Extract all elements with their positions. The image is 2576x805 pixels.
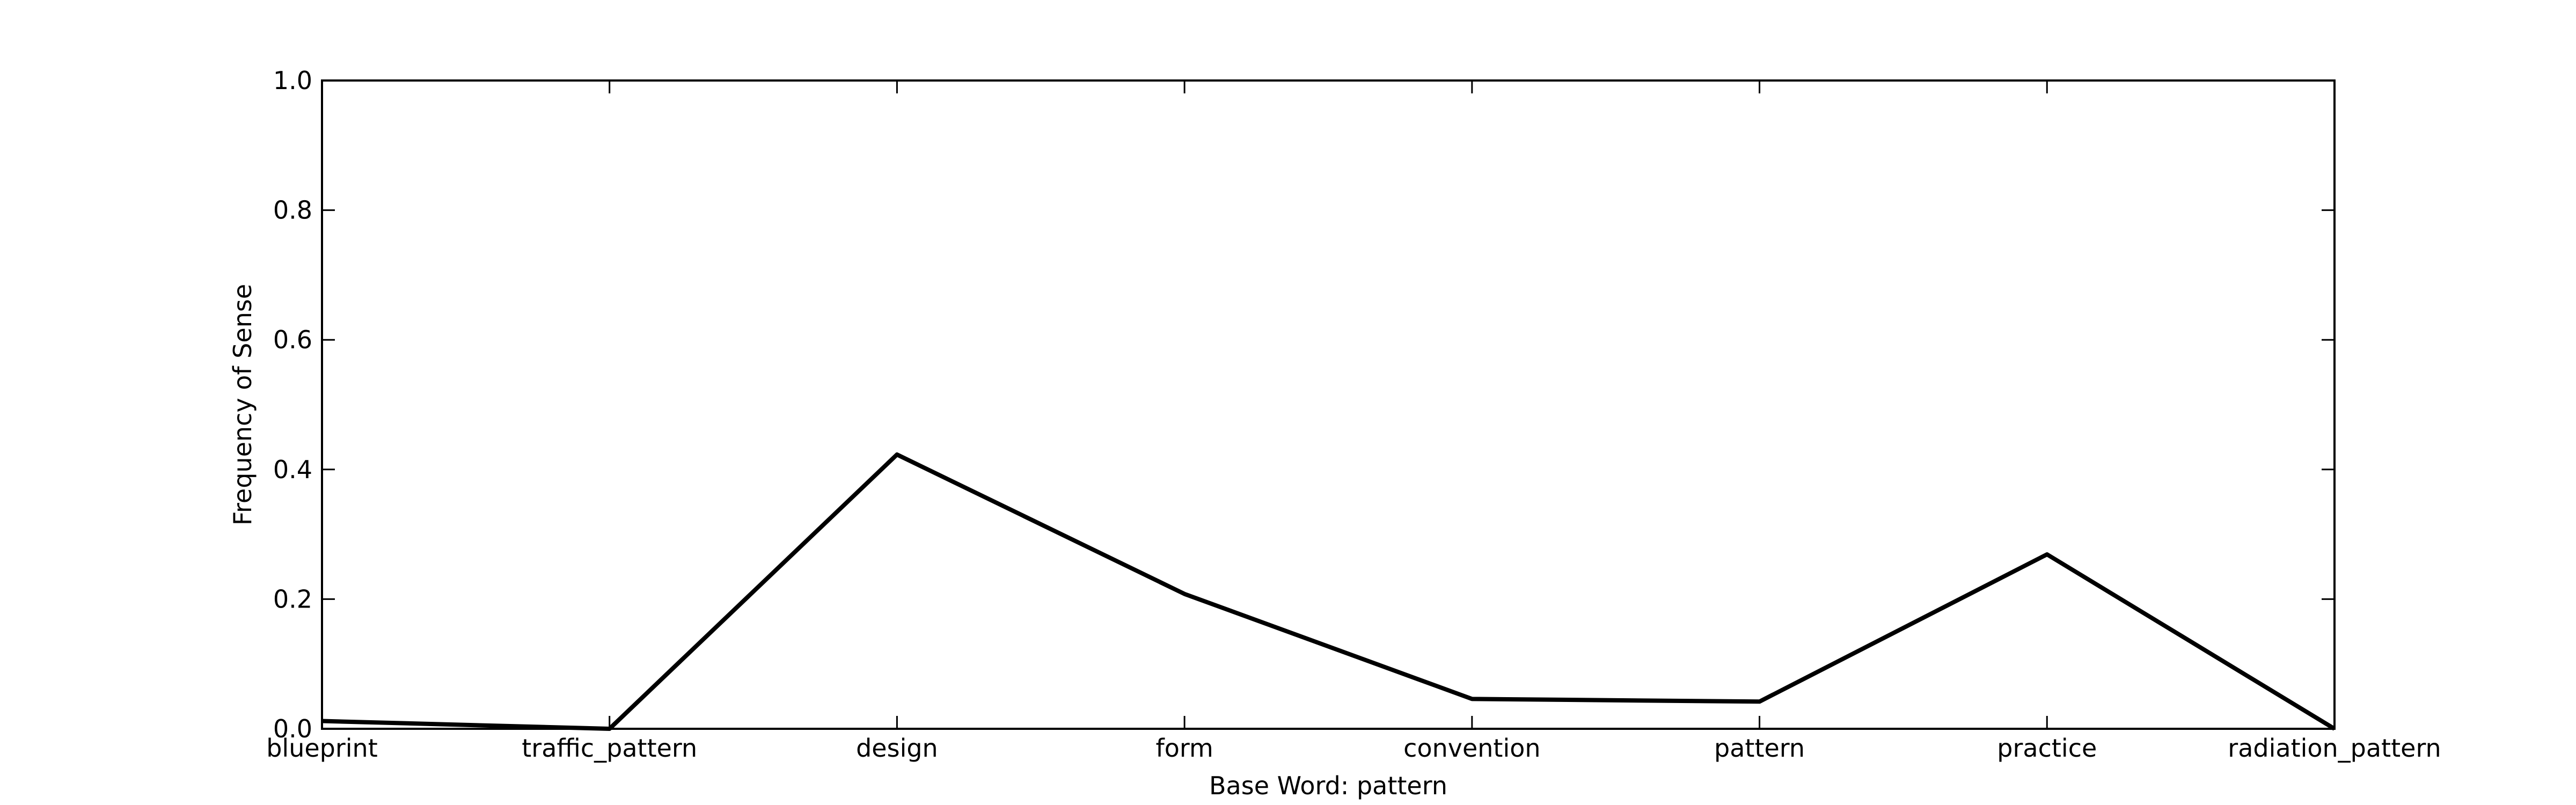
y-tick-label: 0.2 [273,584,312,613]
y-tick-label: 0.4 [273,455,312,484]
plot-frame [321,79,2336,730]
y-tick-labels: 0.0 0.2 0.4 0.6 0.8 1.0 [273,66,312,743]
x-tick-label: convention [1403,734,1540,763]
y-tick-label: 0.8 [273,196,312,225]
series-line [321,452,2336,731]
x-tick-label: practice [1997,734,2097,763]
x-tick-label: traffic_pattern [522,734,697,763]
x-tick-label: design [856,734,938,763]
ticks-layer [321,79,2336,730]
x-axis-label: Base Word: pattern [1209,771,1447,800]
y-axis-label: Frequency of Sense [228,284,257,525]
x-tick-labels: blueprint traffic_pattern design form conven… [266,734,2441,763]
x-tick-label: pattern [1714,734,1805,763]
y-tick-label: 1.0 [273,66,312,95]
x-tick-label: radiation_pattern [2228,734,2441,763]
x-tick-label: form [1156,734,1213,763]
x-tick-label: blueprint [266,734,378,763]
y-tick-label: 0.0 [273,714,312,743]
y-tick-label: 0.6 [273,325,312,354]
